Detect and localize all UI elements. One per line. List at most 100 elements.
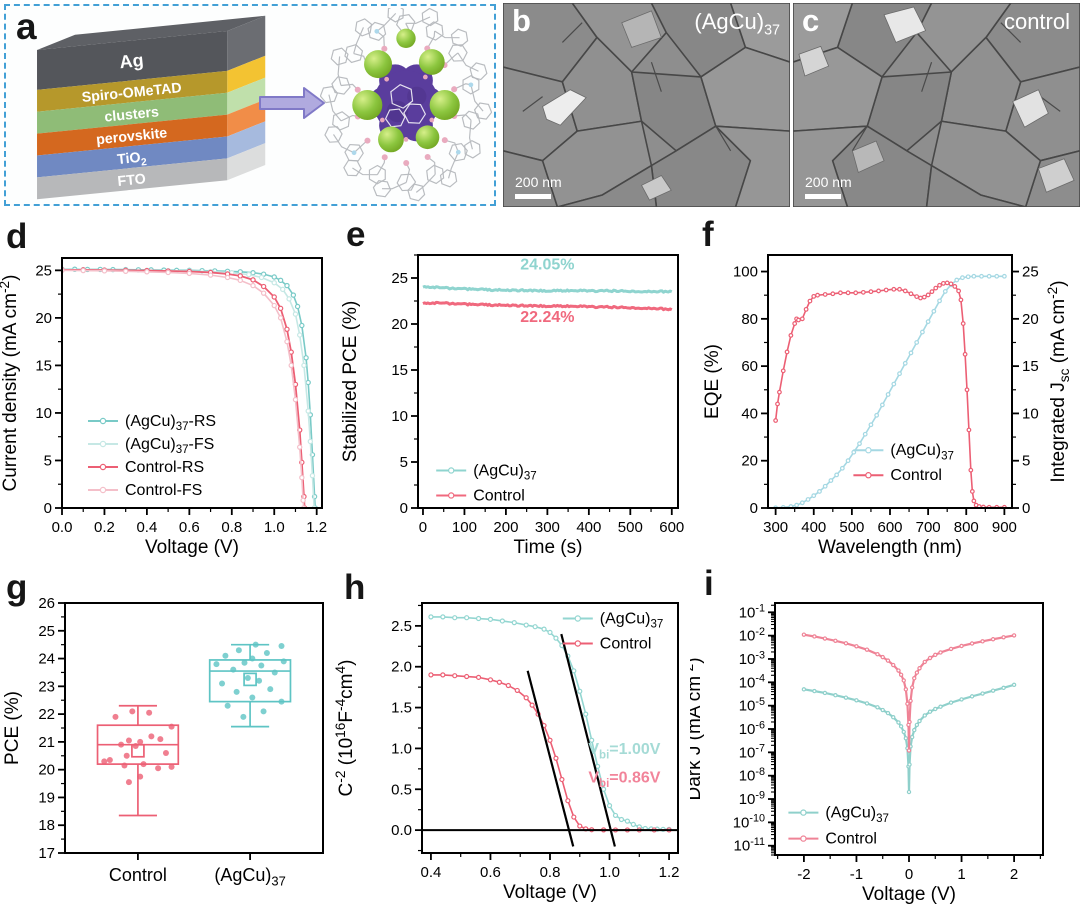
svg-text:10-3: 10-3 — [739, 649, 765, 668]
svg-text:1: 1 — [957, 866, 965, 883]
svg-text:22: 22 — [38, 706, 55, 723]
svg-text:25: 25 — [35, 262, 52, 279]
panel-i-dark-jv-chart: i -2 -1 0 1 2 10-1 10-2 10-3 10-4 10-5 10-6 10-7 10-… — [690, 558, 1080, 919]
svg-text:Wavelength (nm): Wavelength (nm) — [818, 537, 962, 558]
svg-text:Voltage (V): Voltage (V) — [503, 882, 597, 903]
panel-letter-b: b — [512, 3, 531, 38]
svg-text:0.0: 0.0 — [52, 519, 73, 536]
svg-text:0.6: 0.6 — [179, 519, 200, 536]
dark-jv-plot: -2 -1 0 1 2 10-1 10-2 10-3 10-4 10-5 10-6 10-7 10-8 1… — [690, 602, 1044, 905]
svg-text:5: 5 — [1022, 453, 1030, 470]
svg-text:0.0: 0.0 — [391, 822, 412, 839]
svg-text:20: 20 — [35, 310, 52, 327]
svg-text:2: 2 — [1010, 866, 1018, 883]
svg-text:500: 500 — [839, 519, 864, 536]
panel-letter-e: e — [346, 215, 366, 254]
svg-text:60: 60 — [741, 358, 758, 375]
svg-text:10: 10 — [1022, 405, 1039, 422]
svg-text:0: 0 — [419, 519, 427, 536]
scale-bar-label: 200 nm — [515, 174, 562, 190]
svg-text:200: 200 — [493, 519, 518, 536]
svg-text:0: 0 — [400, 500, 408, 517]
svg-text:Vbi=1.00V: Vbi=1.00V — [588, 741, 660, 761]
svg-text:0: 0 — [905, 866, 913, 883]
svg-text:19: 19 — [38, 789, 55, 806]
svg-text:C-2 (1016F-4cm4): C-2 (1016F-4cm4) — [333, 660, 357, 797]
svg-text:24: 24 — [38, 651, 55, 668]
svg-text:22.24%: 22.24% — [520, 309, 574, 326]
svg-text:2.0: 2.0 — [391, 659, 412, 676]
svg-text:25: 25 — [38, 623, 55, 640]
svg-text:-2: -2 — [797, 866, 810, 883]
svg-text:PCE (%): PCE (%) — [2, 691, 23, 765]
svg-text:0.2: 0.2 — [94, 519, 115, 536]
svg-text:1.2: 1.2 — [659, 864, 680, 881]
svg-text:Time (s): Time (s) — [514, 537, 583, 558]
svg-text:0.5: 0.5 — [391, 781, 412, 798]
svg-text:0.4: 0.4 — [136, 519, 157, 536]
svg-text:1.2: 1.2 — [306, 519, 327, 536]
svg-text:500: 500 — [618, 519, 643, 536]
scale-bar-label: 200 nm — [805, 174, 852, 190]
svg-text:Control: Control — [600, 636, 652, 653]
svg-text:2.5: 2.5 — [391, 618, 412, 635]
svg-text:40: 40 — [741, 405, 758, 422]
svg-text:10-7: 10-7 — [739, 743, 765, 762]
svg-text:300: 300 — [535, 519, 560, 536]
svg-text:Integrated Jsc (mA cm-2): Integrated Jsc (mA cm-2) — [1045, 280, 1072, 482]
panel-letter-f: f — [702, 215, 714, 254]
sample-tag-agcu: (AgCu)37 — [694, 9, 780, 39]
panel-b-sem-image: b (AgCu)37 200 nm — [503, 3, 790, 207]
svg-text:Voltage (V): Voltage (V) — [862, 884, 956, 905]
svg-text:900: 900 — [992, 519, 1017, 536]
svg-text:5: 5 — [44, 452, 52, 469]
svg-text:100: 100 — [452, 519, 477, 536]
svg-text:(AgCu)37-RS: (AgCu)37-RS — [125, 413, 216, 433]
panel-e-stabilized-pce-chart: e 0 100 200 300 400 500 600 0 5 10 15 20 25 Stabilize… — [330, 213, 695, 558]
svg-text:21: 21 — [38, 734, 55, 751]
svg-text:15: 15 — [35, 357, 52, 374]
svg-text:(AgCu)37: (AgCu)37 — [473, 462, 537, 482]
svg-text:24.05%: 24.05% — [520, 257, 574, 274]
panel-letter-d: d — [6, 217, 28, 256]
svg-text:(AgCu)37: (AgCu)37 — [214, 865, 285, 889]
svg-text:23: 23 — [38, 678, 55, 695]
svg-text:EQE (%): EQE (%) — [702, 344, 723, 419]
svg-text:Control: Control — [825, 831, 877, 848]
svg-text:0: 0 — [44, 500, 52, 517]
svg-text:FTO: FTO — [117, 171, 147, 190]
svg-text:0: 0 — [750, 500, 758, 517]
svg-text:10-4: 10-4 — [739, 673, 765, 692]
svg-text:600: 600 — [877, 519, 902, 536]
panel-h-mott-schottky-chart: h 0.4 0.6 0.8 1.0 1.2 0.0 0.5 1.0 1.5 2.0 2.5 C-2 (… — [330, 558, 695, 919]
svg-text:clusters: clusters — [104, 104, 160, 125]
cluster-molecule-illustration — [320, 8, 492, 202]
svg-text:Control: Control — [473, 487, 525, 504]
panel-d-jv-chart: d 0.0 0.2 0.4 0.6 0.8 1.0 1.2 0 5 10 15 20 25 Current… — [0, 213, 330, 558]
svg-text:Control: Control — [109, 865, 167, 885]
stabilized-pce-plot: 0 100 200 300 400 500 600 0 5 10 15 20 25 Stabilized … — [340, 254, 684, 558]
svg-text:400: 400 — [576, 519, 601, 536]
pce-box-plot: Control (AgCu)37 17 18 19 20 21 22 23 24 25 26 PCE (… — [2, 595, 324, 889]
jv-curves-plot: 0.0 0.2 0.4 0.6 0.8 1.0 1.2 0 5 10 15 20 25 Current d… — [0, 257, 327, 558]
svg-text:10-1: 10-1 — [739, 603, 765, 622]
svg-text:Dark J (mA cm-2): Dark J (mA cm-2) — [690, 657, 705, 800]
svg-text:10-11: 10-11 — [734, 836, 766, 855]
sem-micrograph-control — [793, 3, 1080, 207]
svg-text:1.0: 1.0 — [264, 519, 285, 536]
svg-text:Control-FS: Control-FS — [125, 482, 202, 499]
sem-micrograph-agcu — [503, 3, 790, 207]
svg-text:1.5: 1.5 — [391, 700, 412, 717]
svg-text:1.0: 1.0 — [391, 740, 412, 757]
panel-letter-a: a — [16, 6, 37, 47]
svg-text:(AgCu)37: (AgCu)37 — [825, 805, 889, 825]
svg-text:10: 10 — [35, 405, 52, 422]
svg-text:25: 25 — [391, 270, 408, 287]
svg-text:Control: Control — [890, 467, 942, 484]
svg-text:(AgCu)37-FS: (AgCu)37-FS — [125, 436, 214, 456]
svg-text:25: 25 — [1022, 264, 1039, 281]
svg-text:100: 100 — [733, 264, 758, 281]
svg-text:10-5: 10-5 — [739, 696, 765, 715]
svg-text:0.4: 0.4 — [421, 864, 442, 881]
